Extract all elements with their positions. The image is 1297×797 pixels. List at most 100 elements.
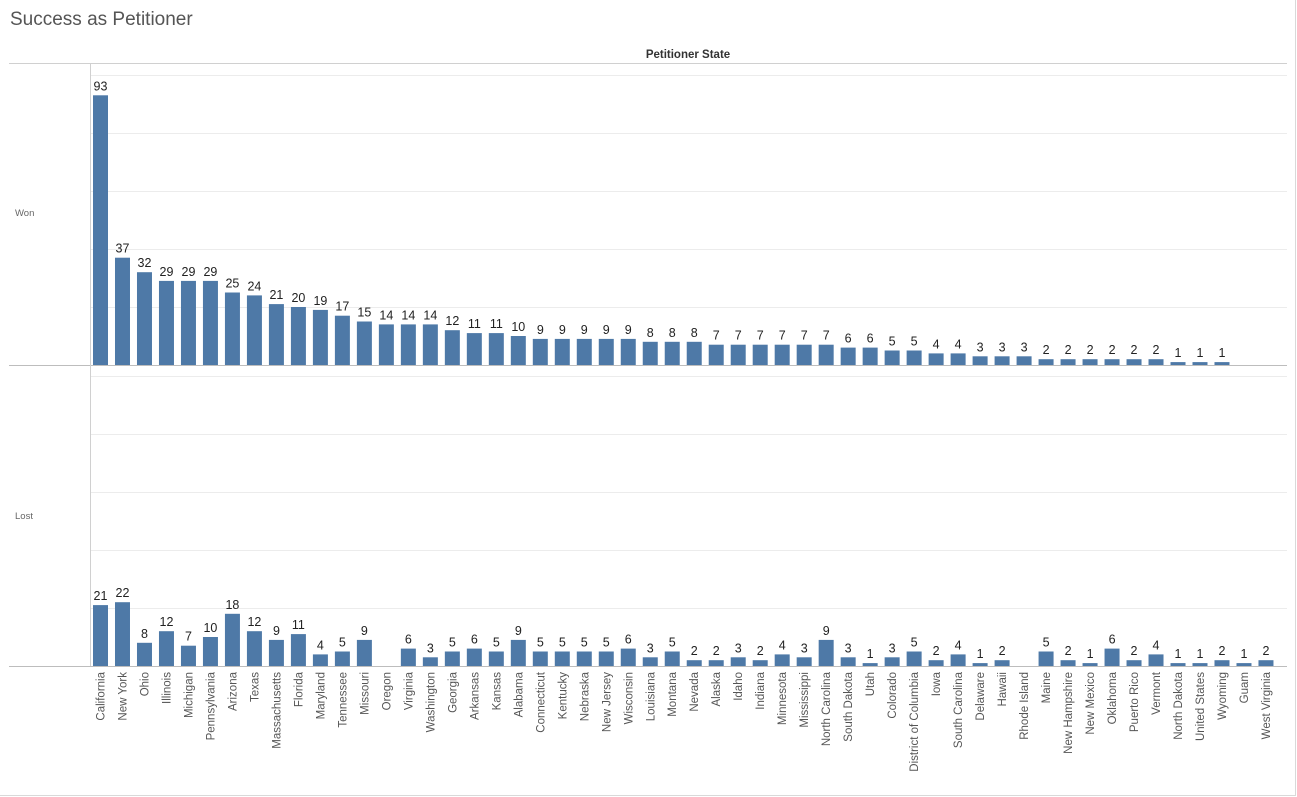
bar-won [1038, 359, 1054, 365]
data-label-lost: 5 [669, 636, 676, 650]
x-tick-label: Kentucky [557, 672, 569, 720]
bar-lost [642, 657, 658, 666]
data-label-won: 19 [313, 294, 327, 308]
bar-won [312, 309, 328, 365]
x-tick-label: Washington [425, 672, 437, 732]
data-label-lost: 5 [559, 636, 566, 650]
data-label-won: 14 [423, 308, 437, 322]
bar-lost [334, 651, 350, 666]
bar-won [730, 344, 746, 365]
data-label-lost: 22 [116, 586, 130, 600]
data-label-lost: 3 [801, 641, 808, 655]
bar-lost [1126, 660, 1142, 666]
bar-lost [950, 654, 966, 666]
x-tick-label: Maryland [315, 672, 327, 719]
x-tick-label: Connecticut [535, 671, 547, 733]
bar-lost [114, 602, 130, 666]
bar-lost [884, 657, 900, 666]
bar-lost [312, 654, 328, 666]
data-label-lost: 2 [1219, 644, 1226, 658]
data-label-lost: 4 [955, 638, 962, 652]
data-label-lost: 11 [292, 618, 305, 632]
bar-lost [774, 654, 790, 666]
x-tick-label: Pennsylvania [205, 671, 217, 740]
data-label-won: 7 [713, 329, 720, 343]
bar-won [268, 304, 284, 365]
bar-lost [840, 657, 856, 666]
bar-lost [356, 639, 372, 666]
data-label-lost: 2 [999, 644, 1006, 658]
bar-lost [136, 642, 152, 666]
x-tick-label: Alabama [513, 671, 525, 717]
x-tick-label: Oklahoma [1107, 671, 1119, 724]
x-tick-label: Massachusetts [271, 672, 283, 749]
data-label-lost: 3 [845, 641, 852, 655]
bar-won [224, 292, 240, 365]
data-label-lost: 1 [1241, 647, 1248, 661]
bar-lost [796, 657, 812, 666]
bar-won [664, 341, 680, 365]
data-label-lost: 5 [493, 636, 500, 650]
bar-lost [290, 634, 306, 666]
bar-lost [752, 660, 768, 666]
x-tick-label: Michigan [183, 672, 195, 718]
bar-lost [686, 660, 702, 666]
x-tick-label: Mississippi [799, 672, 811, 728]
bar-lost [510, 639, 526, 666]
data-label-lost: 2 [933, 644, 940, 658]
bar-lost [1082, 663, 1098, 666]
x-tick-label: North Carolina [821, 671, 833, 746]
data-label-lost: 8 [141, 627, 148, 641]
bar-won [708, 344, 724, 365]
x-tick-label: Indiana [755, 671, 767, 709]
data-label-won: 1 [1219, 346, 1226, 360]
x-tick-label: New Hampshire [1063, 672, 1075, 754]
bar-lost [1192, 663, 1208, 666]
x-tick-label: Alaska [711, 671, 723, 706]
bar-won [488, 333, 504, 365]
bar-lost [972, 663, 988, 666]
bar-won [928, 353, 944, 365]
x-tick-label: Maine [1041, 672, 1053, 703]
data-label-won: 4 [955, 337, 962, 351]
bar-lost [708, 660, 724, 666]
x-tick-label: Guam [1239, 672, 1251, 703]
bar-lost [818, 639, 834, 666]
bar-won [290, 307, 306, 365]
data-label-lost: 3 [647, 641, 654, 655]
data-label-lost: 10 [203, 621, 217, 635]
x-tick-label: Georgia [447, 671, 459, 713]
data-label-lost: 3 [889, 641, 896, 655]
bar-won [862, 347, 878, 365]
data-label-won: 4 [933, 337, 940, 351]
bar-won [422, 324, 438, 365]
bar-won [1082, 359, 1098, 365]
bar-lost [1236, 663, 1252, 666]
x-tick-label: Idaho [733, 672, 745, 701]
data-label-lost: 4 [1153, 638, 1160, 652]
data-label-won: 9 [603, 323, 610, 337]
bar-won [180, 280, 196, 365]
data-label-lost: 2 [1065, 644, 1072, 658]
data-label-lost: 18 [225, 598, 239, 612]
bar-lost [224, 613, 240, 666]
x-tick-label: Kansas [491, 672, 503, 711]
bar-won [158, 280, 174, 365]
data-label-won: 17 [335, 300, 349, 314]
data-label-lost: 12 [160, 615, 174, 629]
bar-won [818, 344, 834, 365]
bar-lost [1258, 660, 1274, 666]
bar-won [1126, 359, 1142, 365]
data-label-won: 14 [379, 308, 393, 322]
data-label-won: 5 [911, 335, 918, 349]
bar-won [1170, 362, 1186, 365]
x-tick-label: Louisiana [645, 671, 657, 721]
bar-won [510, 336, 526, 365]
data-label-won: 20 [291, 291, 305, 305]
x-tick-label: Ohio [139, 672, 151, 696]
x-tick-label: Montana [667, 671, 679, 716]
data-label-lost: 9 [515, 624, 522, 638]
bar-won [136, 272, 152, 365]
data-label-lost: 2 [1131, 644, 1138, 658]
bar-lost [1214, 660, 1230, 666]
